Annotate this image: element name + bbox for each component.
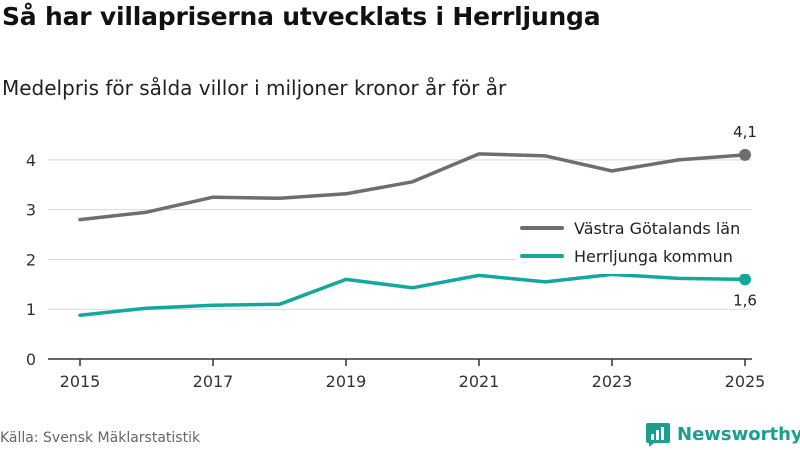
series-end-marker bbox=[739, 148, 751, 161]
brand-logo: Newsworthy bbox=[645, 421, 800, 447]
chart-subtitle: Medelpris för sålda villor i miljoner kr… bbox=[2, 76, 507, 100]
series-line bbox=[78, 152, 747, 222]
source-note: Källa: Svensk Mäklarstatistik bbox=[0, 430, 201, 446]
y-tick-label: 3 bbox=[26, 201, 36, 220]
y-tick-label: 4 bbox=[26, 151, 36, 170]
series-line bbox=[78, 272, 747, 317]
x-tick-label: 2019 bbox=[326, 372, 367, 391]
legend-label: Herrljunga kommun bbox=[574, 247, 733, 266]
legend-label: Västra Götalands län bbox=[574, 219, 740, 238]
series-end-label: 1,6 bbox=[733, 291, 757, 309]
y-tick-label: 2 bbox=[26, 250, 36, 269]
bar-chart-icon bbox=[646, 423, 670, 447]
x-tick-label: 2025 bbox=[725, 372, 766, 391]
x-tick-label: 2023 bbox=[592, 372, 633, 391]
x-tick-label: 2017 bbox=[193, 372, 234, 391]
x-tick-label: 2021 bbox=[459, 372, 500, 391]
x-tick-label: 2015 bbox=[60, 372, 101, 391]
series-end-label: 4,1 bbox=[733, 123, 757, 141]
brand-name: Newsworthy bbox=[677, 423, 800, 445]
legend-background bbox=[515, 210, 755, 274]
y-tick-label: 0 bbox=[26, 350, 36, 369]
series-end-marker bbox=[739, 273, 751, 286]
chart-title: Så har villapriserna utvecklats i Herrlj… bbox=[2, 2, 601, 31]
y-tick-label: 1 bbox=[26, 300, 36, 319]
